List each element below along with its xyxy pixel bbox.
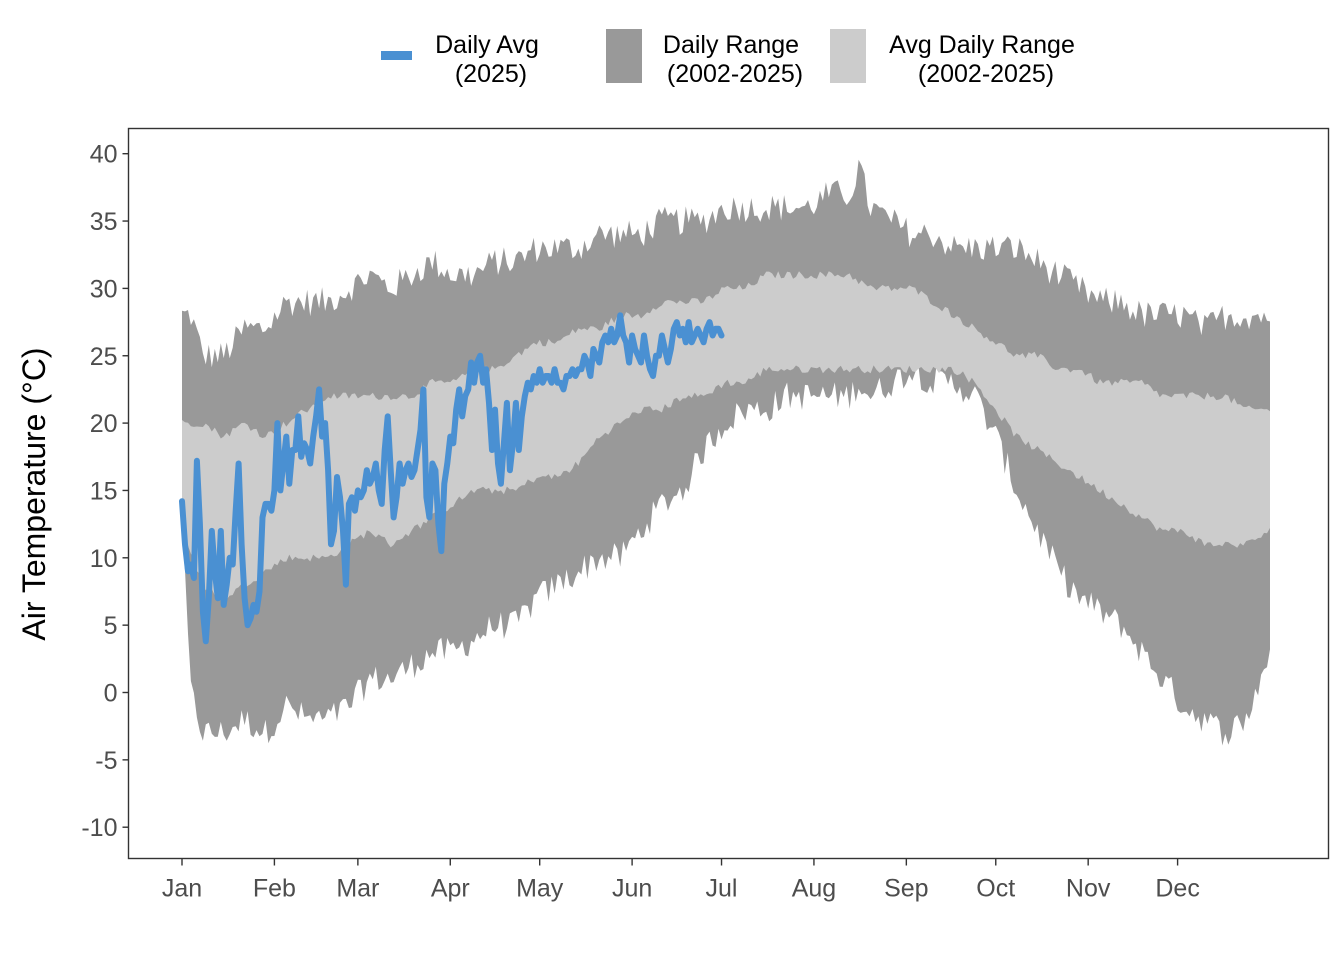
y-tick-label: 20 — [90, 410, 118, 438]
y-tick-label: 10 — [90, 545, 118, 573]
x-tick-label: Apr — [431, 875, 470, 903]
x-tick-label: Aug — [792, 875, 836, 903]
legend-label-daily-range-line2: (2002-2025) — [667, 60, 803, 88]
y-tick-label: 0 — [104, 680, 118, 708]
y-tick-label: -10 — [81, 814, 117, 842]
y-axis: 40 35 30 25 20 15 10 5 0 -5 -10 — [81, 141, 129, 842]
plot-area — [127, 127, 1330, 860]
legend-key-daily-range — [606, 29, 642, 83]
y-tick-label: 25 — [90, 343, 118, 371]
legend-label-avg-daily-range-line1: Avg Daily Range — [889, 31, 1075, 59]
legend-label-avg-daily-range-line2: (2002-2025) — [918, 60, 1054, 88]
bands — [182, 159, 1270, 746]
y-tick-label: 30 — [90, 275, 118, 303]
legend-label-daily-avg-line2: (2025) — [455, 60, 527, 88]
x-axis: Jan Feb Mar Apr May Jun Jul Aug Sep Oct Nov Dec — [162, 858, 1200, 903]
x-tick-label: Jan — [162, 875, 202, 903]
legend-label-daily-avg-line1: Daily Avg — [435, 31, 539, 59]
legend-item-daily-avg: Daily Avg (2025) — [381, 31, 539, 88]
legend-label-daily-range-line1: Daily Range — [663, 31, 799, 59]
x-tick-label: May — [516, 875, 564, 903]
y-tick-label: 40 — [90, 141, 118, 169]
y-tick-label: 35 — [90, 208, 118, 236]
x-tick-label: Jul — [706, 875, 738, 903]
y-tick-label: 15 — [90, 477, 118, 505]
legend-key-avg-daily-range — [830, 29, 866, 83]
y-tick-label: -5 — [95, 747, 117, 775]
y-axis-title: Air Temperature (°C) — [16, 347, 52, 640]
plot-border — [127, 127, 1330, 860]
x-tick-label: Sep — [884, 875, 928, 903]
band-avg-daily-range — [182, 271, 1270, 600]
daily-avg-line — [179, 312, 725, 645]
x-tick-label: Nov — [1066, 875, 1111, 903]
band-daily-range — [182, 159, 1270, 746]
lines — [179, 312, 725, 645]
legend-key-daily-avg — [381, 51, 412, 60]
y-tick-label: 5 — [104, 612, 118, 640]
legend-item-avg-daily-range: Avg Daily Range (2002-2025) — [830, 29, 1075, 88]
x-tick-label: Dec — [1155, 875, 1199, 903]
legend-item-daily-range: Daily Range (2002-2025) — [606, 29, 803, 88]
x-tick-label: Feb — [253, 875, 296, 903]
legend: Daily Avg (2025) Daily Range (2002-2025)… — [381, 29, 1075, 88]
x-tick-label: Oct — [976, 875, 1015, 903]
x-tick-label: Jun — [612, 875, 652, 903]
x-tick-label: Mar — [336, 875, 379, 903]
